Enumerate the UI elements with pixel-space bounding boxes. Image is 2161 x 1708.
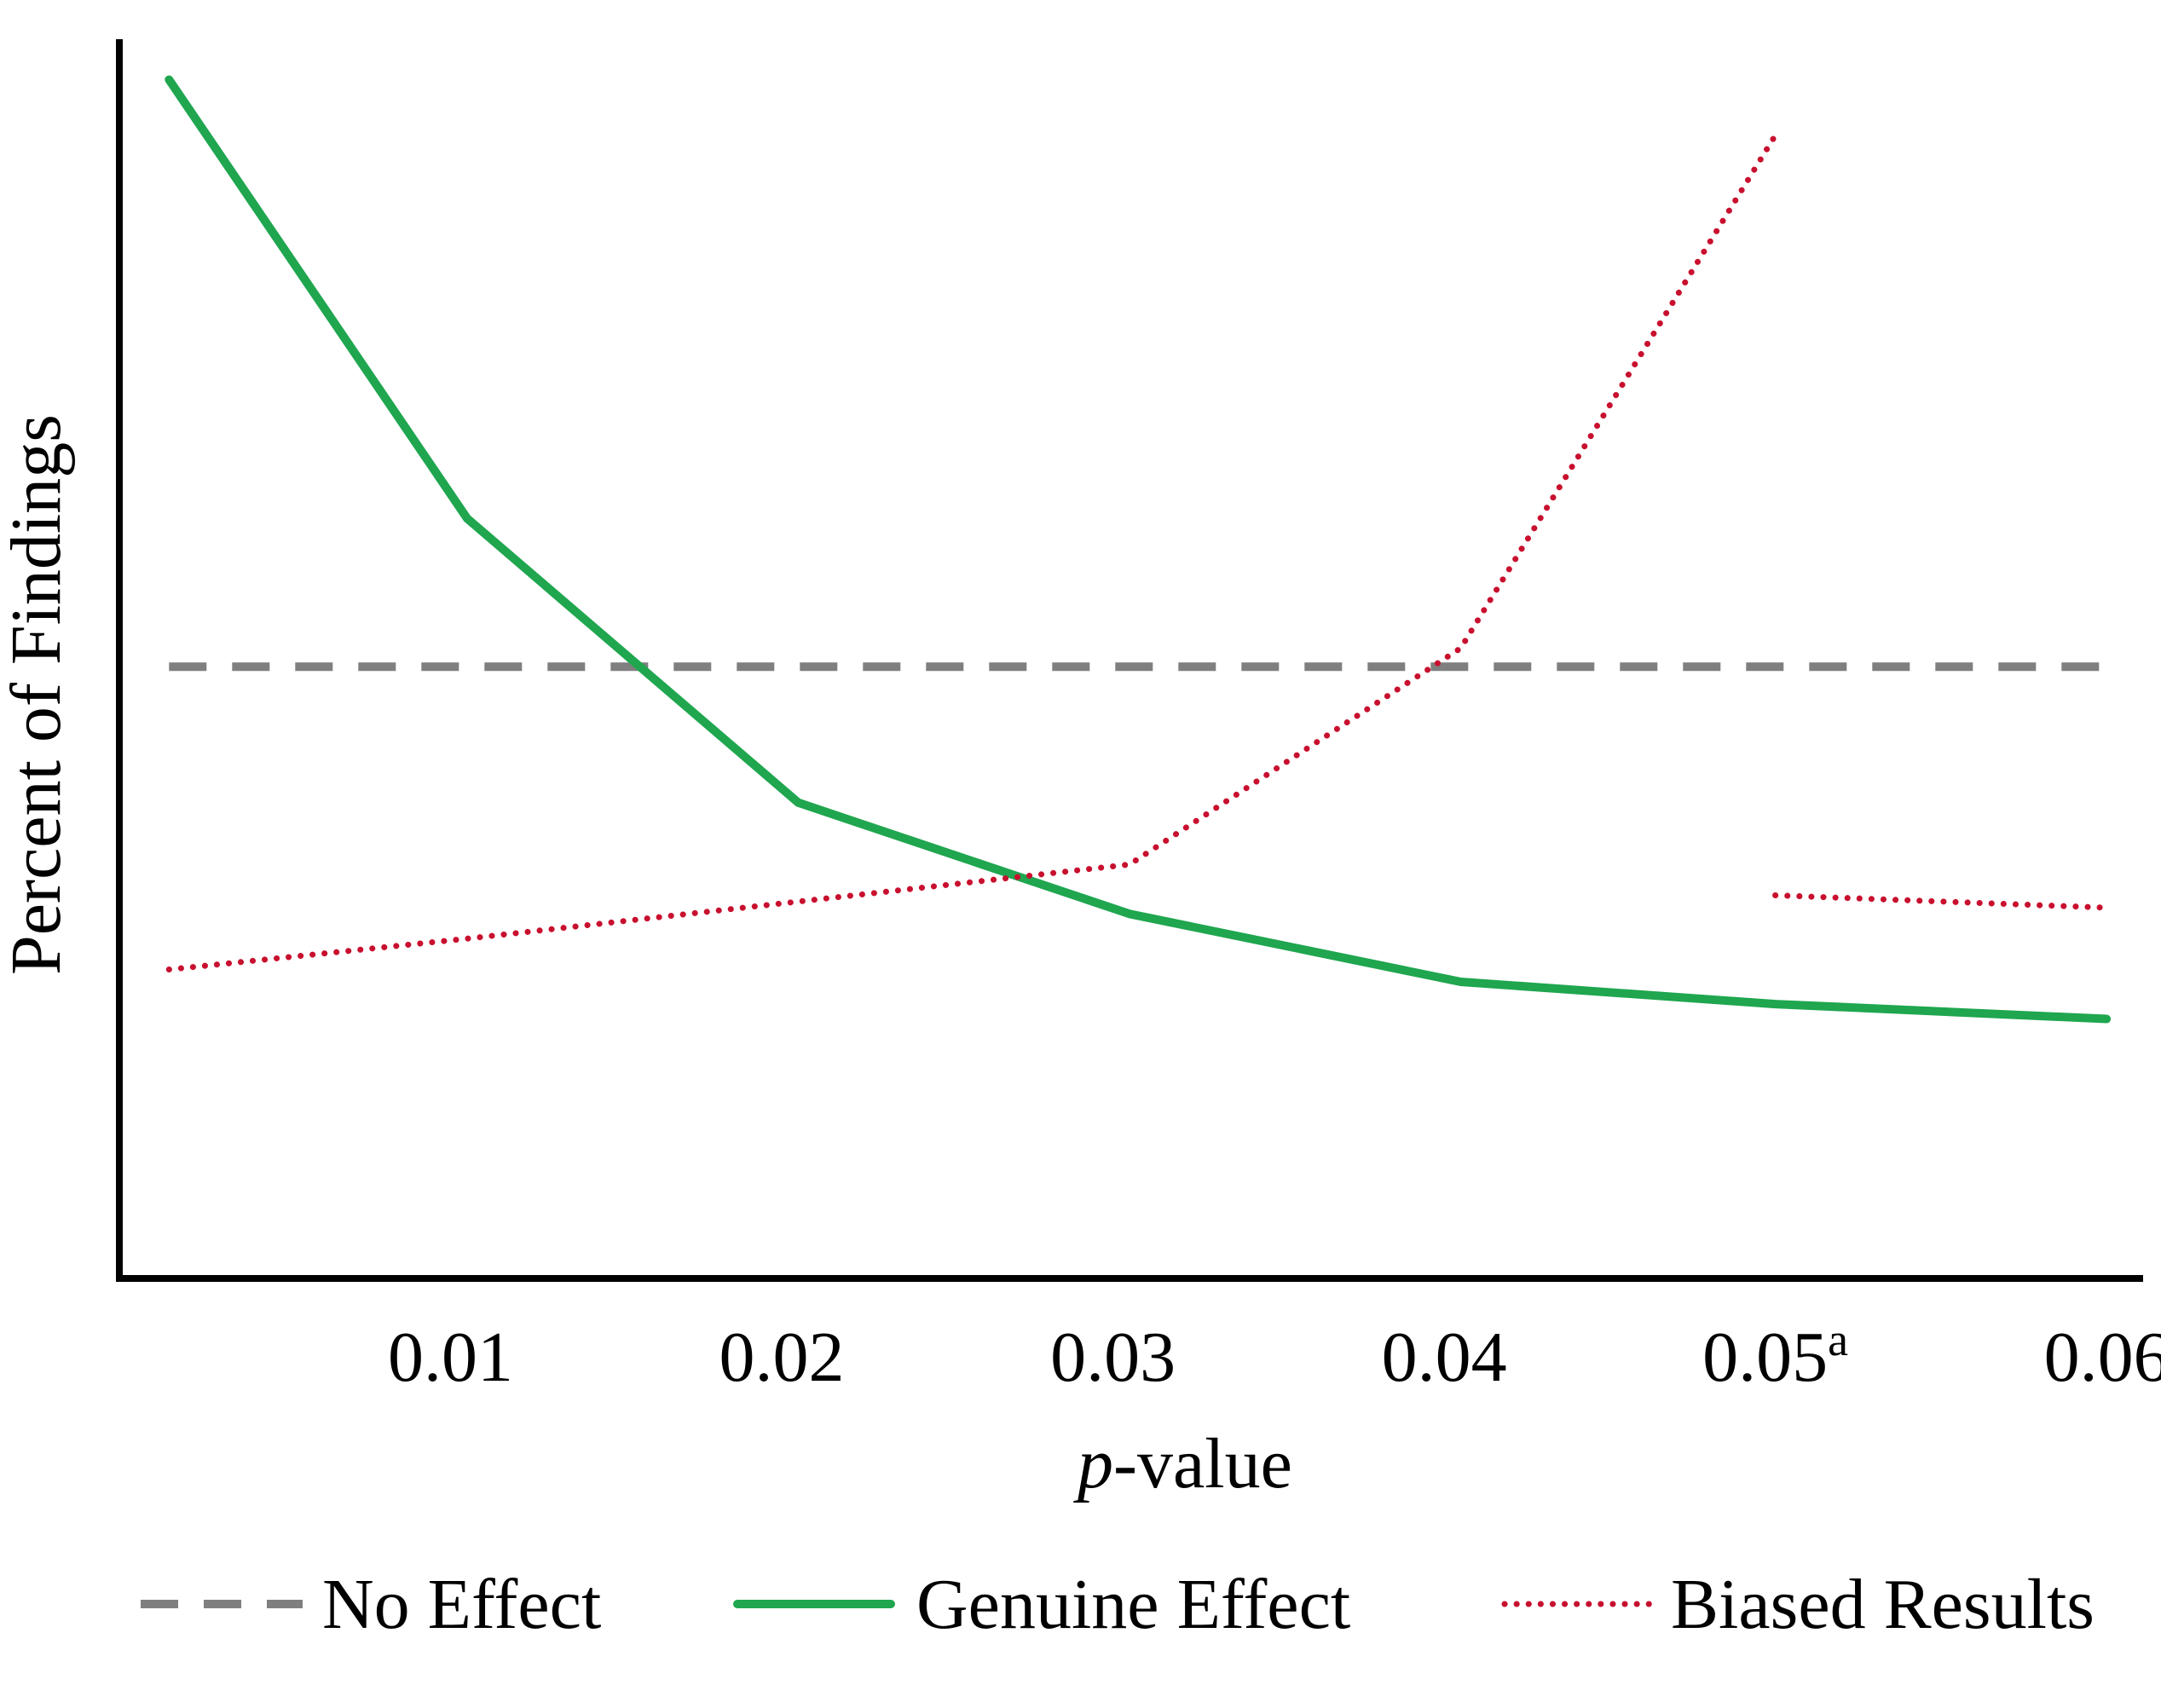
x-tick-labels: 0.01 0.02 0.03 0.04 0.05a 0.06 xyxy=(388,1314,2161,1397)
x-tick-label: 0.03 xyxy=(1050,1318,1176,1397)
legend-label-biased-results: Biased Results xyxy=(1671,1565,2095,1644)
x-tick-label: 0.05a xyxy=(1702,1314,1848,1397)
series-line-biased-results-2 xyxy=(1772,892,2110,911)
legend-label-genuine-effect: Genuine Effect xyxy=(916,1565,1350,1644)
x-tick-label: 0.01 xyxy=(388,1318,513,1397)
y-axis-title: Percent of Findings xyxy=(0,414,76,975)
plot-lines xyxy=(165,75,2123,1024)
x-axis-title-rest: -value xyxy=(1113,1424,1292,1503)
series-line-biased-results-1 xyxy=(165,132,1779,972)
legend: No Effect Genuine Effect Biased Results xyxy=(141,1565,2095,1644)
x-tick-label: 0.02 xyxy=(719,1318,845,1397)
legend-label-no-effect: No Effect xyxy=(322,1565,601,1644)
x-tick-label: 0.04 xyxy=(1382,1318,1507,1397)
x-tick-label: 0.06 xyxy=(2044,1318,2161,1397)
x-axis-title: p-value xyxy=(1073,1424,1292,1503)
series-line-genuine-effect-1 xyxy=(165,75,2112,1024)
x-axis-title-italic: p xyxy=(1073,1424,1113,1503)
